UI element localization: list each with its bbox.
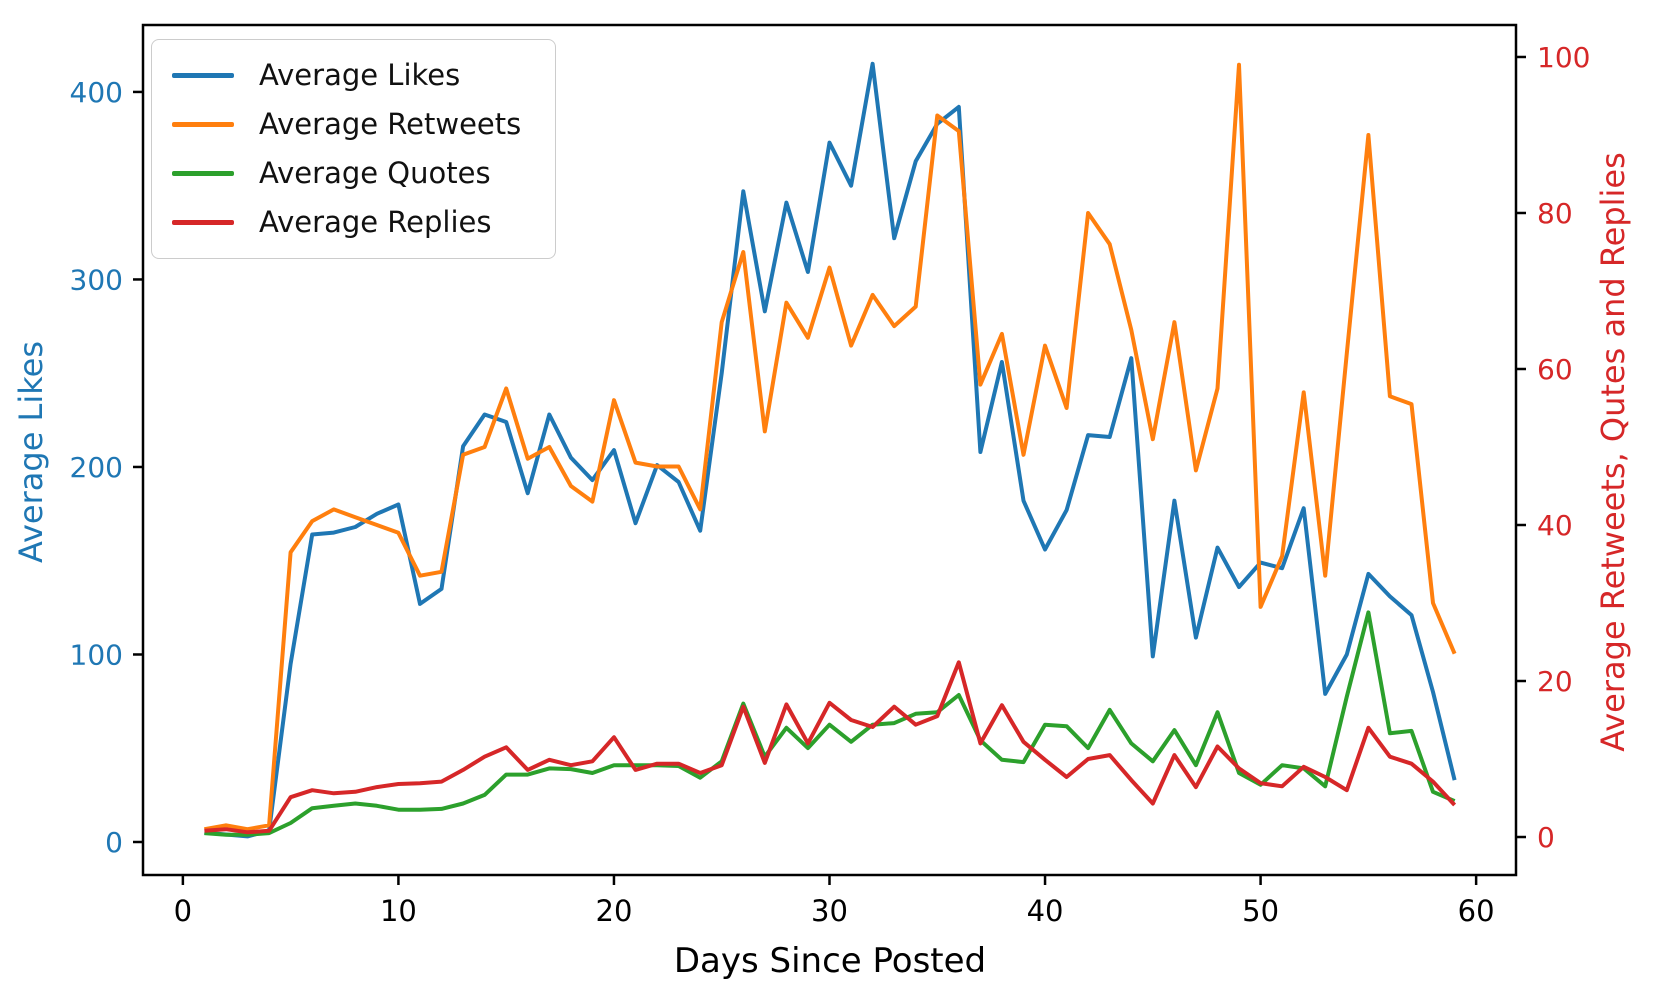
left-y-tick-label: 100	[70, 638, 123, 671]
x-tick-label: 20	[596, 894, 633, 928]
x-tick-label: 10	[380, 894, 417, 928]
x-tick-label: 60	[1458, 894, 1495, 928]
right-y-tick-label: 80	[1537, 197, 1573, 230]
legend-label-quotes: Average Quotes	[259, 156, 491, 190]
x-tick-label: 40	[1027, 894, 1064, 928]
x-tick-label: 0	[174, 894, 192, 928]
legend-item-retweets: Average Retweets	[172, 104, 521, 145]
series-line-average-quotes	[204, 610, 1456, 837]
quotes-line-swatch	[172, 171, 234, 176]
plot-border	[141, 23, 1518, 877]
legend-item-quotes: Average Quotes	[172, 153, 521, 194]
x-axis-title: Days Since Posted	[674, 941, 986, 981]
x-tick-label: 30	[811, 894, 848, 928]
series-line-average-likes	[204, 61, 1457, 839]
x-tick-label: 50	[1242, 894, 1279, 928]
legend-label-likes: Average Likes	[259, 58, 461, 92]
left-y-tick-label: 400	[70, 76, 123, 109]
left-y-tick-label: 0	[105, 826, 123, 859]
right-axis-title: Average Retweets, Qutes and Replies	[1594, 152, 1632, 752]
legend-item-replies: Average Replies	[172, 202, 521, 243]
legend-label-replies: Average Replies	[259, 205, 492, 239]
right-y-tick-label: 60	[1537, 353, 1573, 386]
right-y-tick-label: 40	[1537, 509, 1573, 542]
likes-line-swatch	[172, 73, 234, 78]
legend-label-retweets: Average Retweets	[259, 107, 522, 141]
retweets-line-swatch	[172, 122, 234, 127]
series-line-average-retweets	[204, 62, 1457, 832]
series-line-average-replies	[204, 660, 1457, 835]
right-y-tick-label: 20	[1537, 665, 1573, 698]
left-y-tick-label: 200	[70, 451, 123, 484]
legend-item-likes: Average Likes	[172, 55, 521, 96]
right-y-tick-label: 100	[1537, 41, 1590, 74]
left-axis-title: Average Likes	[12, 341, 50, 563]
right-y-tick-label: 0	[1537, 821, 1555, 854]
replies-line-swatch	[172, 220, 234, 225]
left-y-tick-label: 300	[70, 263, 123, 296]
legend: Average Likes Average Retweets Average Q…	[151, 39, 557, 259]
